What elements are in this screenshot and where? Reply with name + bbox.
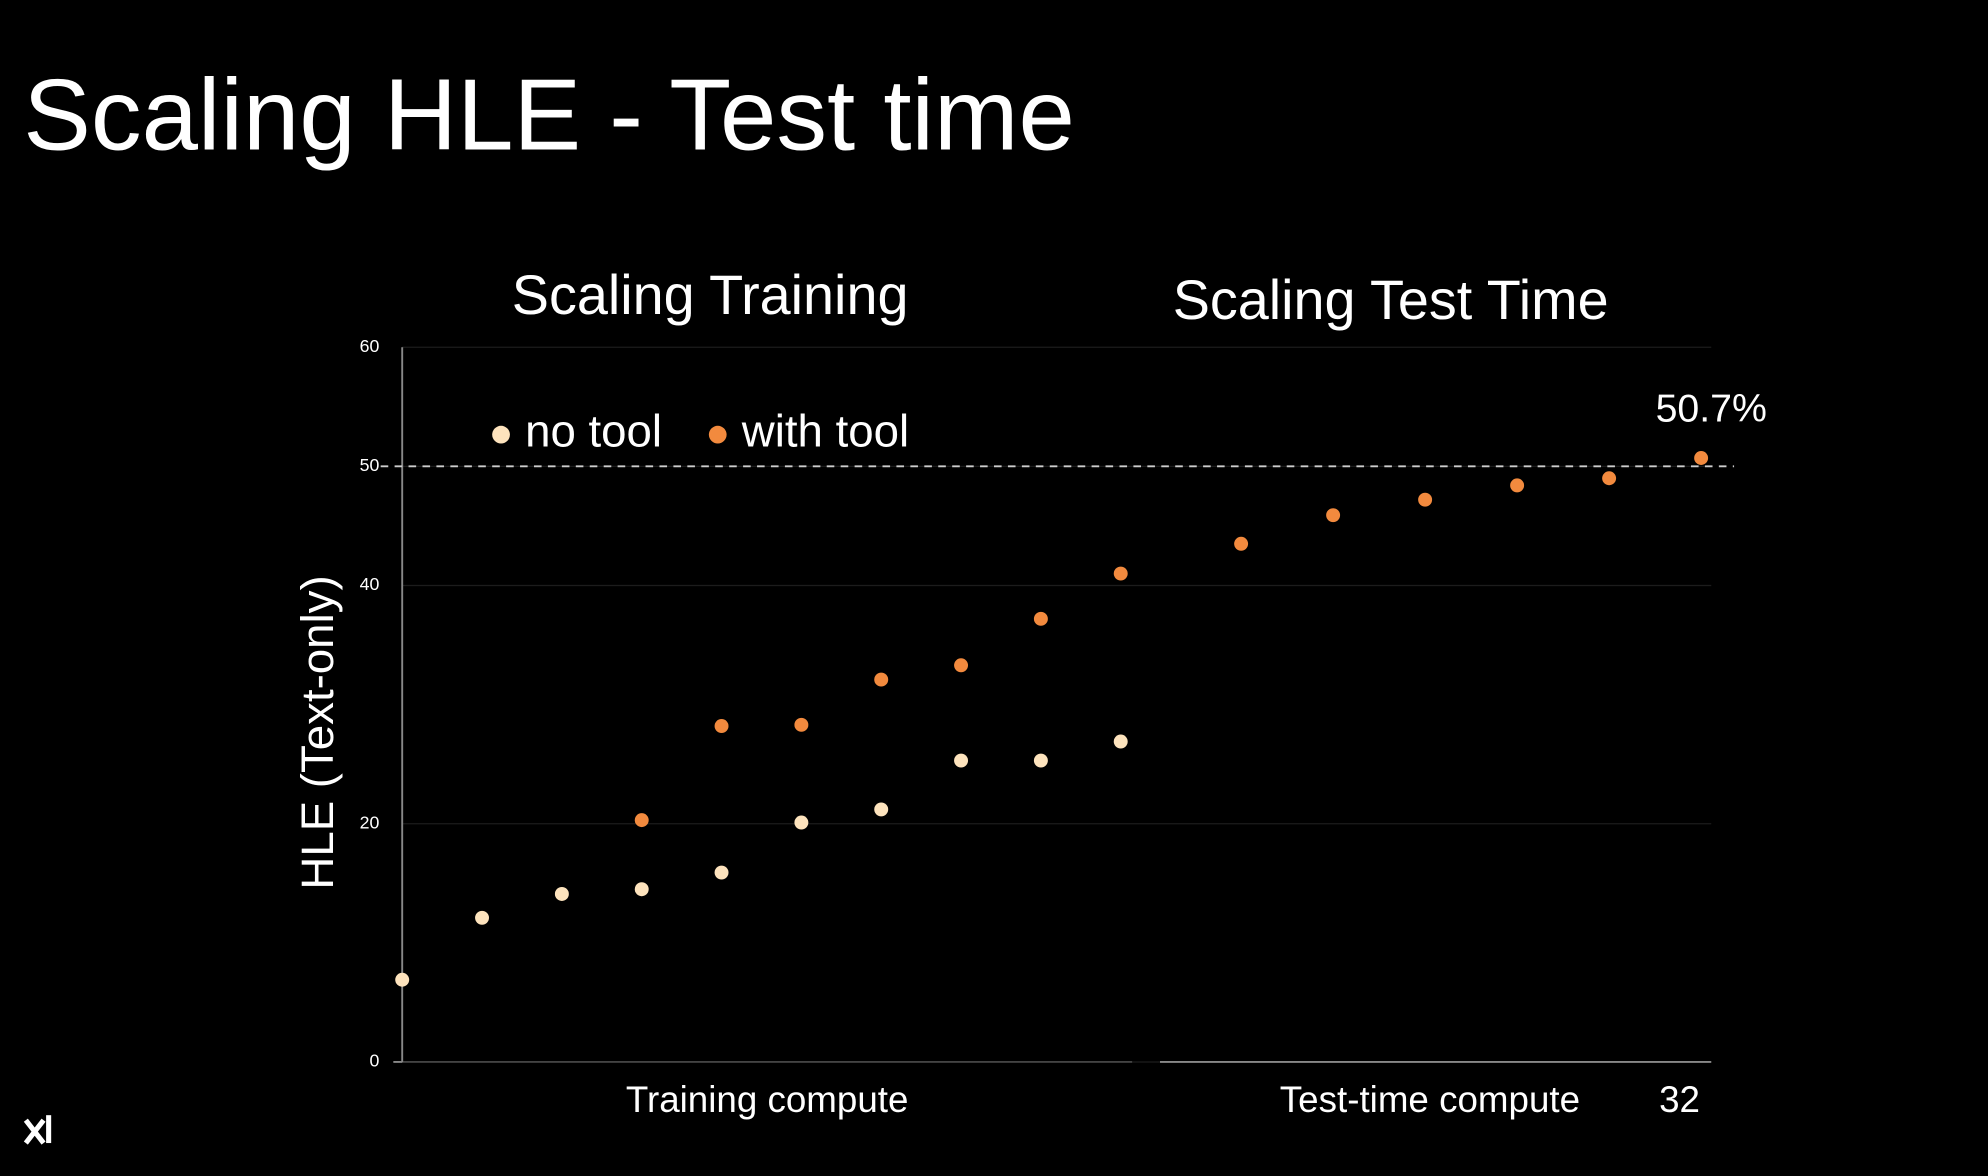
logo-x — [23, 1118, 46, 1145]
panel-title: Scaling Test Time — [1173, 269, 1609, 331]
y-tick-label: 20 — [360, 812, 380, 832]
data-point — [794, 815, 809, 830]
data-point — [1033, 753, 1048, 768]
data-point — [1602, 471, 1617, 486]
data-point — [475, 910, 490, 925]
data-point — [714, 719, 729, 733]
data-point — [794, 717, 809, 732]
data-point — [1326, 508, 1341, 523]
data-point — [1418, 492, 1433, 507]
data-point — [1694, 451, 1709, 465]
data-point — [395, 972, 410, 987]
data-point — [1234, 536, 1249, 551]
x-axis-label: Training compute — [626, 1079, 909, 1120]
data-point — [1113, 566, 1128, 581]
legend-marker — [492, 425, 510, 444]
legend-marker — [708, 425, 727, 444]
legend-label: no tool — [525, 406, 662, 457]
data-point — [874, 802, 889, 817]
y-tick-label: 0 — [370, 1051, 380, 1071]
value-label: 50.7% — [1656, 386, 1767, 430]
data-point — [954, 753, 969, 768]
data-point — [554, 887, 569, 901]
xai-logo — [23, 1115, 52, 1145]
data-point — [1033, 611, 1048, 626]
panel-title: Scaling Training — [512, 264, 909, 326]
data-point — [1510, 478, 1525, 493]
y-tick-label: 40 — [360, 574, 380, 594]
y-tick-label: 60 — [360, 336, 380, 356]
slide-title: Scaling HLE - Test time — [23, 59, 1075, 172]
data-point — [874, 672, 889, 687]
x-axis-label: Test-time compute — [1280, 1079, 1580, 1120]
data-point — [1113, 734, 1128, 749]
legend-label: with tool — [741, 406, 909, 457]
x-tick-label: 32 — [1659, 1079, 1700, 1120]
data-point — [954, 658, 969, 673]
data-point — [714, 865, 729, 880]
y-tick-label: 50 — [360, 455, 380, 475]
y-axis-label: HLE (Text-only) — [292, 575, 343, 889]
data-point — [634, 813, 649, 828]
data-point — [634, 882, 649, 897]
